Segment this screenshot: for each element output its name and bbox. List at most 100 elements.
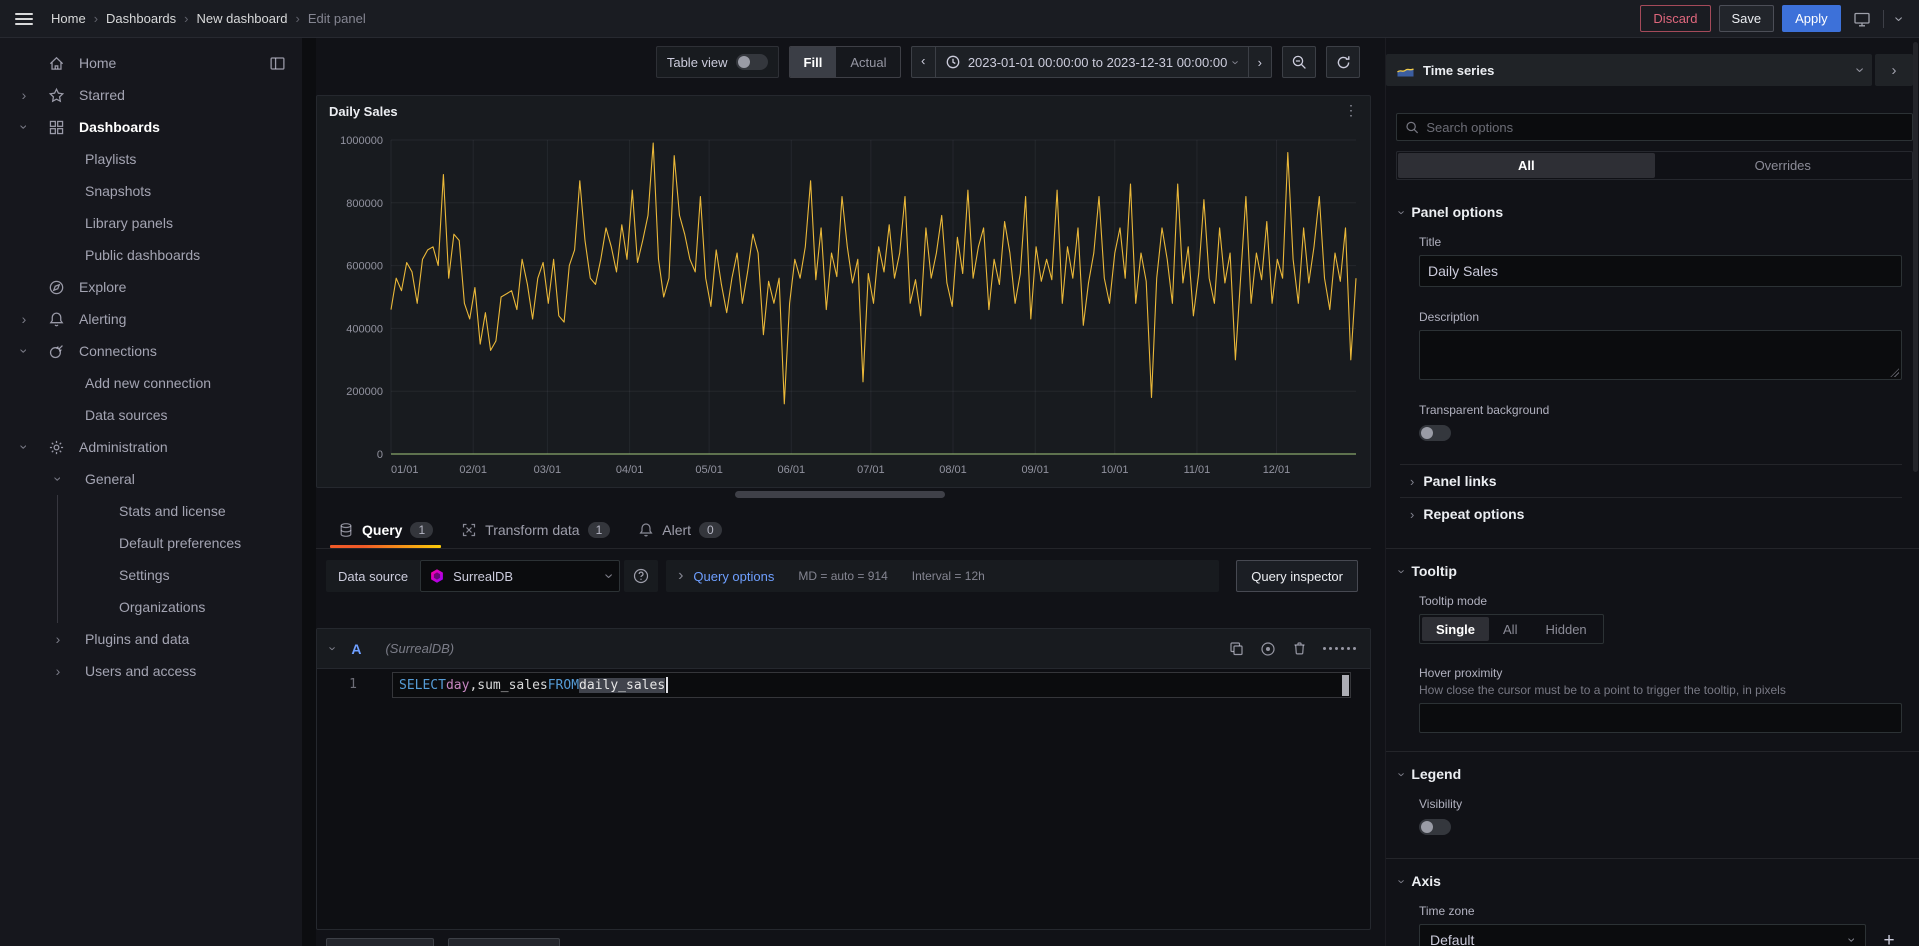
breadcrumb-item[interactable]: Home	[51, 11, 86, 26]
sidebar-item-public-dashboards[interactable]: Public dashboards	[0, 239, 302, 271]
discard-button[interactable]: Discard	[1640, 5, 1711, 32]
search-options-box[interactable]	[1396, 113, 1913, 141]
chevron-right-icon[interactable]: ›	[55, 663, 61, 679]
add-timezone-button[interactable]: +	[1876, 927, 1902, 946]
query-options-toggle[interactable]: › Query options MD = auto = 914 Interval…	[666, 560, 1220, 592]
query-editor-header[interactable]: › A (SurrealDB)	[317, 629, 1370, 669]
chevron-down-icon[interactable]: ›	[49, 476, 66, 482]
collapse-query-icon[interactable]: ›	[325, 646, 341, 651]
sidebar-item-default-preferences[interactable]: Default preferences	[0, 527, 302, 559]
sidebar-item-library-panels[interactable]: Library panels	[0, 207, 302, 239]
breadcrumb-item[interactable]: Dashboards	[106, 11, 177, 26]
sidebar-item-add-new-connection[interactable]: Add new connection	[0, 367, 302, 399]
sidebar-item-connections[interactable]: › Connections	[0, 335, 302, 367]
chevron-down-icon[interactable]: ›	[15, 124, 32, 130]
time-range-forward-button[interactable]: ›	[1248, 46, 1272, 78]
options-pane-scrollbar[interactable]	[1913, 42, 1918, 472]
chevron-down-icon[interactable]: ›	[1890, 15, 1908, 22]
sidebar-item-playlists[interactable]: Playlists	[0, 143, 302, 175]
max-data-points-text: MD = auto = 914	[798, 569, 888, 583]
save-button[interactable]: Save	[1718, 5, 1775, 32]
search-options-input[interactable]	[1426, 119, 1904, 135]
tab-transform-data[interactable]: Transform data 1	[451, 512, 620, 548]
sidebar-item-data-sources[interactable]: Data sources	[0, 399, 302, 431]
actual-button[interactable]: Actual	[836, 47, 900, 77]
table-view-toggle[interactable]	[735, 54, 768, 70]
tab-alert[interactable]: Alert 0	[628, 512, 731, 548]
sidebar-item-label: Administration	[79, 439, 168, 455]
tab-badge: 1	[410, 522, 434, 538]
sidebar-item-explore[interactable]: Explore	[0, 271, 302, 303]
add-expression-button[interactable]	[448, 938, 560, 946]
tooltip-mode-single[interactable]: Single	[1422, 617, 1490, 641]
editor-scrollbar-thumb[interactable]	[1342, 675, 1349, 696]
axis-header[interactable]: › Axis	[1395, 873, 1902, 889]
timezone-select[interactable]: Default ›	[1419, 924, 1866, 946]
chevron-down-icon[interactable]: ›	[15, 444, 32, 450]
sql-code-editor[interactable]: 1 SELECT day, sum_sales FROM daily_sales	[317, 669, 1370, 931]
title-label: Title	[1419, 235, 1442, 249]
chevron-right-icon[interactable]: ›	[21, 87, 27, 103]
transparent-background-toggle[interactable]	[1419, 425, 1451, 441]
hover-proximity-input[interactable]	[1419, 703, 1902, 733]
x-tick-label: 12/01	[1263, 464, 1291, 476]
panel-menu-button[interactable]: ⋮	[1344, 102, 1358, 118]
tooltip-mode-hidden[interactable]: Hidden	[1545, 621, 1587, 637]
legend-visibility-toggle[interactable]	[1419, 819, 1451, 835]
resize-grip-icon[interactable]	[1890, 368, 1899, 377]
toggle-query-visibility-icon[interactable]	[1260, 641, 1276, 657]
apply-button[interactable]: Apply	[1782, 5, 1841, 32]
transparent-background-label: Transparent background	[1419, 403, 1550, 417]
sidebar-item-label: Public dashboards	[85, 247, 201, 263]
sidebar-item-organizations[interactable]: Organizations	[0, 591, 302, 623]
panel-links-collapsible[interactable]: › Panel links	[1400, 464, 1902, 497]
tab-query[interactable]: Query 1	[328, 512, 443, 548]
chevron-right-icon[interactable]: ›	[21, 311, 27, 327]
sidebar-item-users-and-access[interactable]: › Users and access	[0, 655, 302, 687]
tooltip-mode-all[interactable]: All	[1503, 621, 1518, 637]
menu-icon[interactable]	[15, 12, 33, 25]
add-query-button[interactable]	[326, 938, 434, 946]
sidebar-item-administration[interactable]: › Administration	[0, 431, 302, 463]
description-textarea[interactable]	[1419, 330, 1902, 380]
expand-pane-button[interactable]: ›	[1875, 54, 1913, 86]
sidebar-item-dashboards[interactable]: › Dashboards	[0, 111, 302, 143]
sidebar-item-general[interactable]: › General	[0, 463, 302, 495]
tab-overrides[interactable]: Overrides	[1754, 158, 1811, 173]
sidebar-item-plugins-and-data[interactable]: › Plugins and data	[0, 623, 302, 655]
section-title: Tooltip	[1411, 563, 1457, 579]
drag-handle-icon[interactable]	[1323, 647, 1356, 650]
sql-code-line[interactable]: SELECT day, sum_sales FROM daily_sales	[392, 672, 1351, 698]
sidebar-item-alerting[interactable]: › Alerting	[0, 303, 302, 335]
sidebar-item-starred[interactable]: › Starred	[0, 79, 302, 111]
duplicate-query-icon[interactable]	[1229, 641, 1244, 656]
breadcrumb-item[interactable]: New dashboard	[196, 11, 288, 26]
tv-mode-icon[interactable]	[1849, 6, 1875, 32]
datasource-help-button[interactable]	[624, 560, 659, 592]
repeat-options-collapsible[interactable]: › Repeat options	[1400, 497, 1902, 530]
fill-button[interactable]: Fill	[789, 47, 837, 77]
chevron-right-icon[interactable]: ›	[55, 631, 61, 647]
horizontal-scrollbar[interactable]	[735, 491, 945, 498]
panel-options-header[interactable]: › Panel options	[1395, 204, 1902, 220]
query-inspector-button[interactable]: Query inspector	[1236, 560, 1358, 592]
chevron-down-icon[interactable]: ›	[15, 348, 32, 354]
time-range-picker-button[interactable]: 2023-01-01 00:00:00 to 2023-12-31 00:00:…	[935, 46, 1249, 78]
refresh-button[interactable]	[1326, 46, 1360, 78]
sidebar-item-settings[interactable]: Settings	[0, 559, 302, 591]
panel-title-input[interactable]	[1419, 255, 1902, 287]
legend-header[interactable]: › Legend	[1395, 766, 1902, 782]
delete-query-icon[interactable]	[1292, 641, 1307, 656]
zoom-out-button[interactable]	[1282, 46, 1316, 78]
datasource-select[interactable]: SurrealDB ›	[420, 560, 621, 592]
tab-all[interactable]: All	[1398, 153, 1655, 178]
y-tick-label: 600000	[346, 261, 383, 273]
sidebar-item-home[interactable]: Home	[0, 47, 302, 79]
tab-label: Transform data	[485, 522, 580, 538]
sidebar-item-snapshots[interactable]: Snapshots	[0, 175, 302, 207]
sidebar-item-stats-and-license[interactable]: Stats and license	[0, 495, 302, 527]
tooltip-header[interactable]: › Tooltip	[1395, 563, 1902, 579]
time-range-back-button[interactable]: ›	[911, 46, 936, 78]
dock-menu-icon[interactable]	[269, 55, 286, 72]
visualization-select[interactable]: Time series ›	[1386, 54, 1872, 86]
